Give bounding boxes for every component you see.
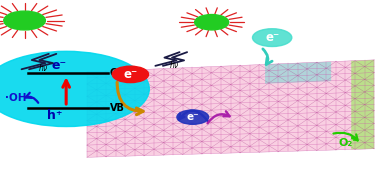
- Circle shape: [4, 11, 45, 30]
- Circle shape: [177, 110, 209, 124]
- Text: hν: hν: [39, 64, 48, 73]
- Text: O₂⁻: O₂⁻: [338, 138, 358, 148]
- Text: hν: hν: [170, 61, 179, 70]
- Text: e⁻: e⁻: [265, 31, 279, 44]
- Text: e⁻: e⁻: [123, 68, 138, 81]
- Polygon shape: [265, 62, 331, 84]
- Text: CB: CB: [110, 68, 124, 78]
- Polygon shape: [87, 60, 374, 157]
- Text: VB: VB: [110, 103, 124, 113]
- Text: e⁻: e⁻: [51, 59, 66, 72]
- Circle shape: [112, 66, 149, 83]
- Circle shape: [253, 29, 292, 47]
- Text: e⁻: e⁻: [186, 112, 199, 122]
- Circle shape: [0, 51, 149, 127]
- Text: h⁺: h⁺: [47, 109, 63, 122]
- Circle shape: [195, 15, 229, 30]
- Polygon shape: [351, 60, 374, 149]
- Text: ·OH: ·OH: [5, 93, 26, 103]
